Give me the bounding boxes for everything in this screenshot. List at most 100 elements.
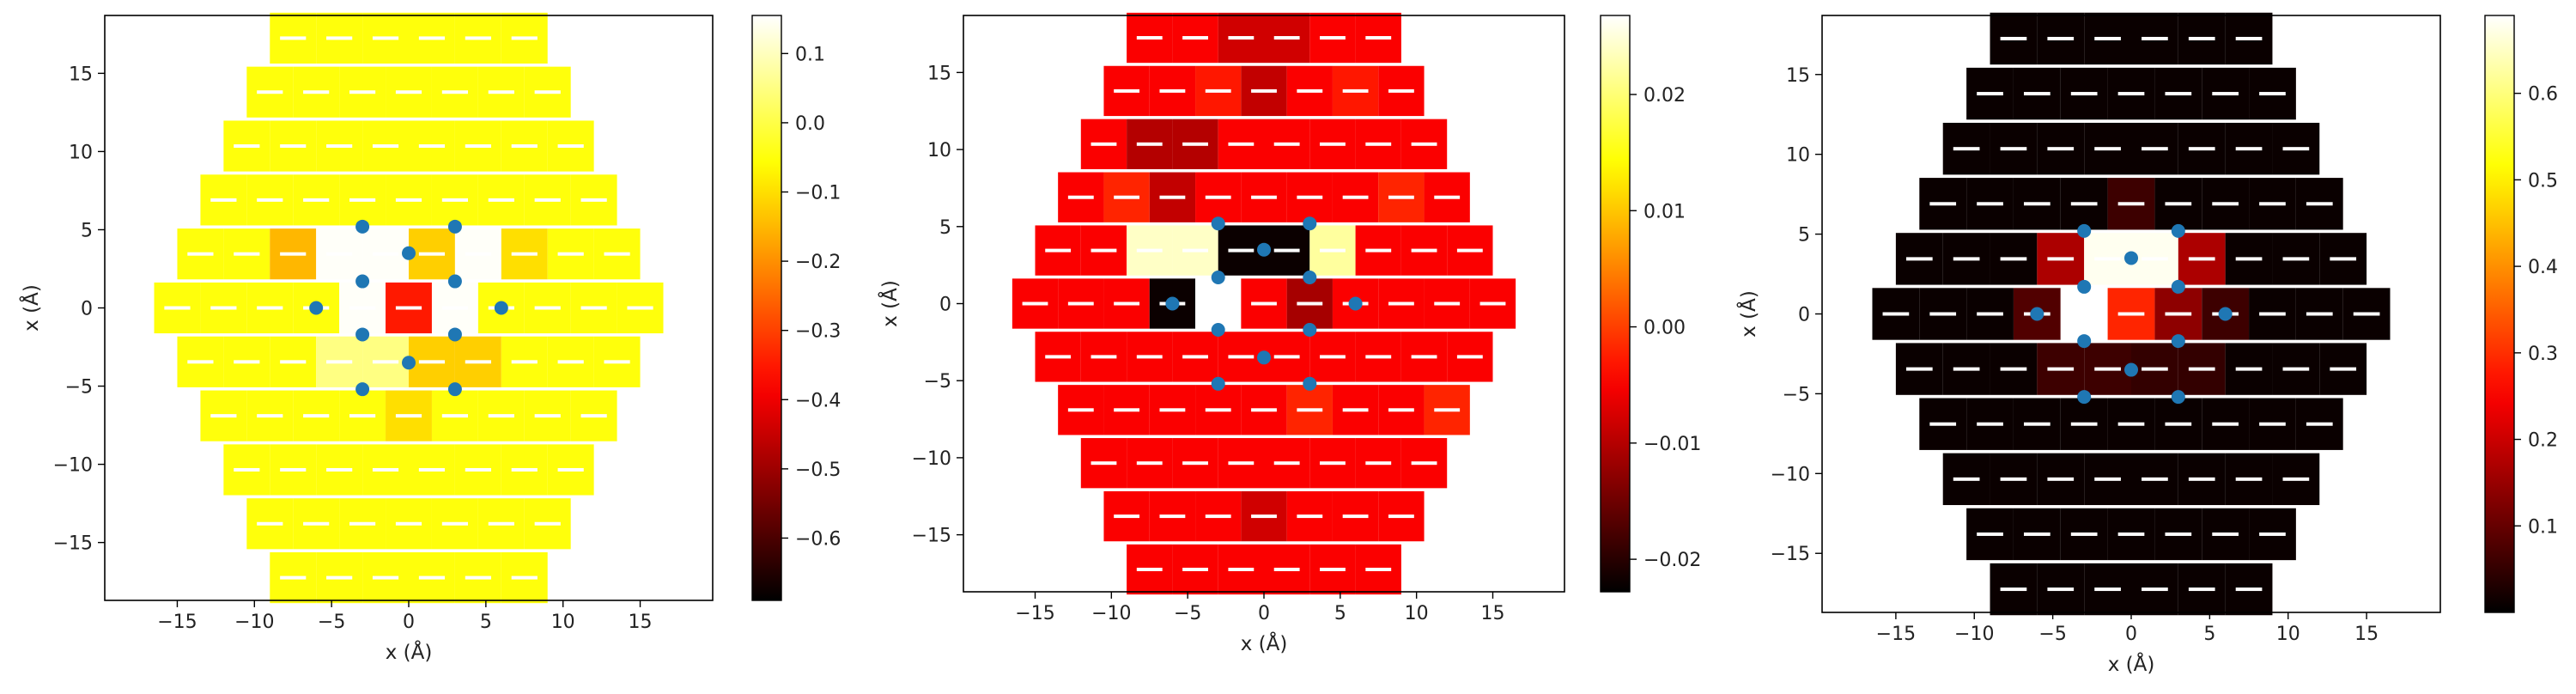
tile-slit bbox=[1251, 514, 1277, 519]
tile-slit bbox=[1297, 195, 1323, 199]
y-tick-label: 5 bbox=[1798, 225, 1810, 247]
tile-slit bbox=[280, 360, 307, 364]
colorbar-tick-label: −0.02 bbox=[1643, 550, 1701, 571]
x-tick-label: 0 bbox=[403, 612, 415, 633]
tile-slit bbox=[2070, 532, 2098, 536]
tile-slit bbox=[1905, 257, 1933, 261]
tile-slit bbox=[418, 467, 446, 472]
colorbar bbox=[1600, 15, 1631, 593]
atom-marker bbox=[2077, 223, 2092, 238]
tile-slit bbox=[1251, 301, 1277, 306]
x-tick-label: −10 bbox=[1091, 603, 1131, 624]
tile-slit bbox=[234, 144, 260, 149]
tile-slit bbox=[1953, 147, 1980, 151]
tile-slit bbox=[257, 414, 283, 418]
tile-slit bbox=[2047, 587, 2075, 592]
x-axis-label: x (Å) bbox=[1241, 631, 1288, 655]
tile-slit bbox=[2024, 92, 2050, 96]
tile-slit bbox=[2165, 202, 2192, 206]
tile-slit bbox=[1205, 408, 1231, 412]
x-tick-label: −15 bbox=[157, 612, 197, 633]
tile-slit bbox=[1273, 567, 1300, 571]
tile-slit bbox=[1342, 195, 1369, 199]
tile-slit bbox=[1067, 301, 1094, 306]
tile-slit bbox=[1205, 195, 1231, 199]
tile-slit bbox=[1953, 477, 1980, 481]
tile-slit bbox=[1929, 422, 1957, 426]
x-axis-label: x (Å) bbox=[386, 640, 433, 664]
y-tick-label: 0 bbox=[1798, 305, 1810, 326]
tile-slit bbox=[2117, 92, 2145, 96]
atom-marker bbox=[402, 356, 416, 370]
tile-slit bbox=[2070, 202, 2098, 206]
tile-slit bbox=[326, 467, 353, 472]
tile-slit bbox=[465, 36, 491, 40]
tile-slit bbox=[2188, 367, 2215, 371]
x-tick-label: −5 bbox=[1174, 603, 1201, 624]
tile-slit bbox=[1320, 142, 1346, 146]
atom-marker bbox=[2077, 390, 2092, 405]
tile-slit bbox=[2235, 147, 2263, 151]
tile-slit bbox=[1320, 248, 1346, 253]
tile-slit bbox=[2235, 36, 2263, 40]
tile-slit bbox=[1136, 461, 1163, 466]
tile-slit bbox=[187, 252, 214, 256]
tile-slit bbox=[210, 306, 237, 310]
tile-slit bbox=[1905, 367, 1933, 371]
tile-slit bbox=[395, 521, 422, 526]
tile-slit bbox=[418, 36, 446, 40]
tile-slit bbox=[1342, 408, 1369, 412]
colorbar-tick-label: −0.1 bbox=[795, 183, 841, 204]
atom-marker bbox=[1211, 323, 1225, 337]
tile-slit bbox=[187, 360, 214, 364]
tile-slit bbox=[1977, 202, 2003, 206]
tile-slit bbox=[1297, 408, 1323, 412]
tile-slit bbox=[1320, 355, 1346, 359]
tile-slit bbox=[2094, 257, 2121, 261]
tile-slit bbox=[1929, 312, 1957, 316]
tile-slit bbox=[1273, 36, 1300, 40]
tile-slit bbox=[1045, 355, 1072, 359]
tile-slit bbox=[1342, 514, 1369, 519]
tile-slit bbox=[511, 144, 538, 149]
tile-slit bbox=[349, 414, 376, 418]
tile-slit bbox=[1114, 514, 1140, 519]
tile-slit bbox=[1320, 567, 1346, 571]
tile-slit bbox=[2259, 92, 2286, 96]
atom-marker bbox=[2030, 307, 2044, 321]
tile-slit bbox=[465, 575, 491, 580]
atom-marker bbox=[1257, 242, 1271, 257]
tile-slit bbox=[372, 575, 399, 580]
tile-slit bbox=[280, 36, 307, 40]
tile-slit bbox=[2330, 257, 2357, 261]
tile-slit bbox=[1953, 367, 1980, 371]
tile-slit bbox=[280, 252, 307, 256]
tile-slit bbox=[2047, 477, 2075, 481]
colorbar-tick-label: 0.00 bbox=[1643, 318, 1686, 339]
tile-slit bbox=[234, 252, 260, 256]
atom-layer bbox=[1165, 216, 1363, 391]
colorbar-tick-label: 0.01 bbox=[1643, 201, 1686, 222]
colorbar-tick-label: 0.4 bbox=[2528, 257, 2558, 278]
tile-slit bbox=[580, 414, 607, 418]
tile-slit bbox=[2306, 422, 2333, 426]
tile-slit bbox=[2188, 477, 2215, 481]
atom-layer bbox=[2030, 223, 2233, 405]
tile-slit bbox=[1365, 142, 1392, 146]
tile-slit bbox=[2306, 202, 2333, 206]
y-tick-label: 5 bbox=[939, 217, 951, 239]
atom-marker bbox=[2218, 307, 2233, 321]
tile-slit bbox=[2142, 147, 2168, 151]
tile-slit bbox=[2094, 36, 2121, 40]
tile-slit bbox=[2306, 312, 2333, 316]
tile-slit bbox=[2235, 587, 2263, 592]
tile-slit bbox=[2282, 147, 2310, 151]
tile-slit bbox=[2094, 147, 2121, 151]
tile-slit bbox=[1434, 408, 1461, 412]
tile-slit bbox=[2024, 532, 2050, 536]
tile-slit bbox=[441, 198, 469, 202]
atom-marker bbox=[2124, 362, 2138, 377]
tile-slit bbox=[580, 306, 607, 310]
atom-marker bbox=[2124, 251, 2138, 265]
